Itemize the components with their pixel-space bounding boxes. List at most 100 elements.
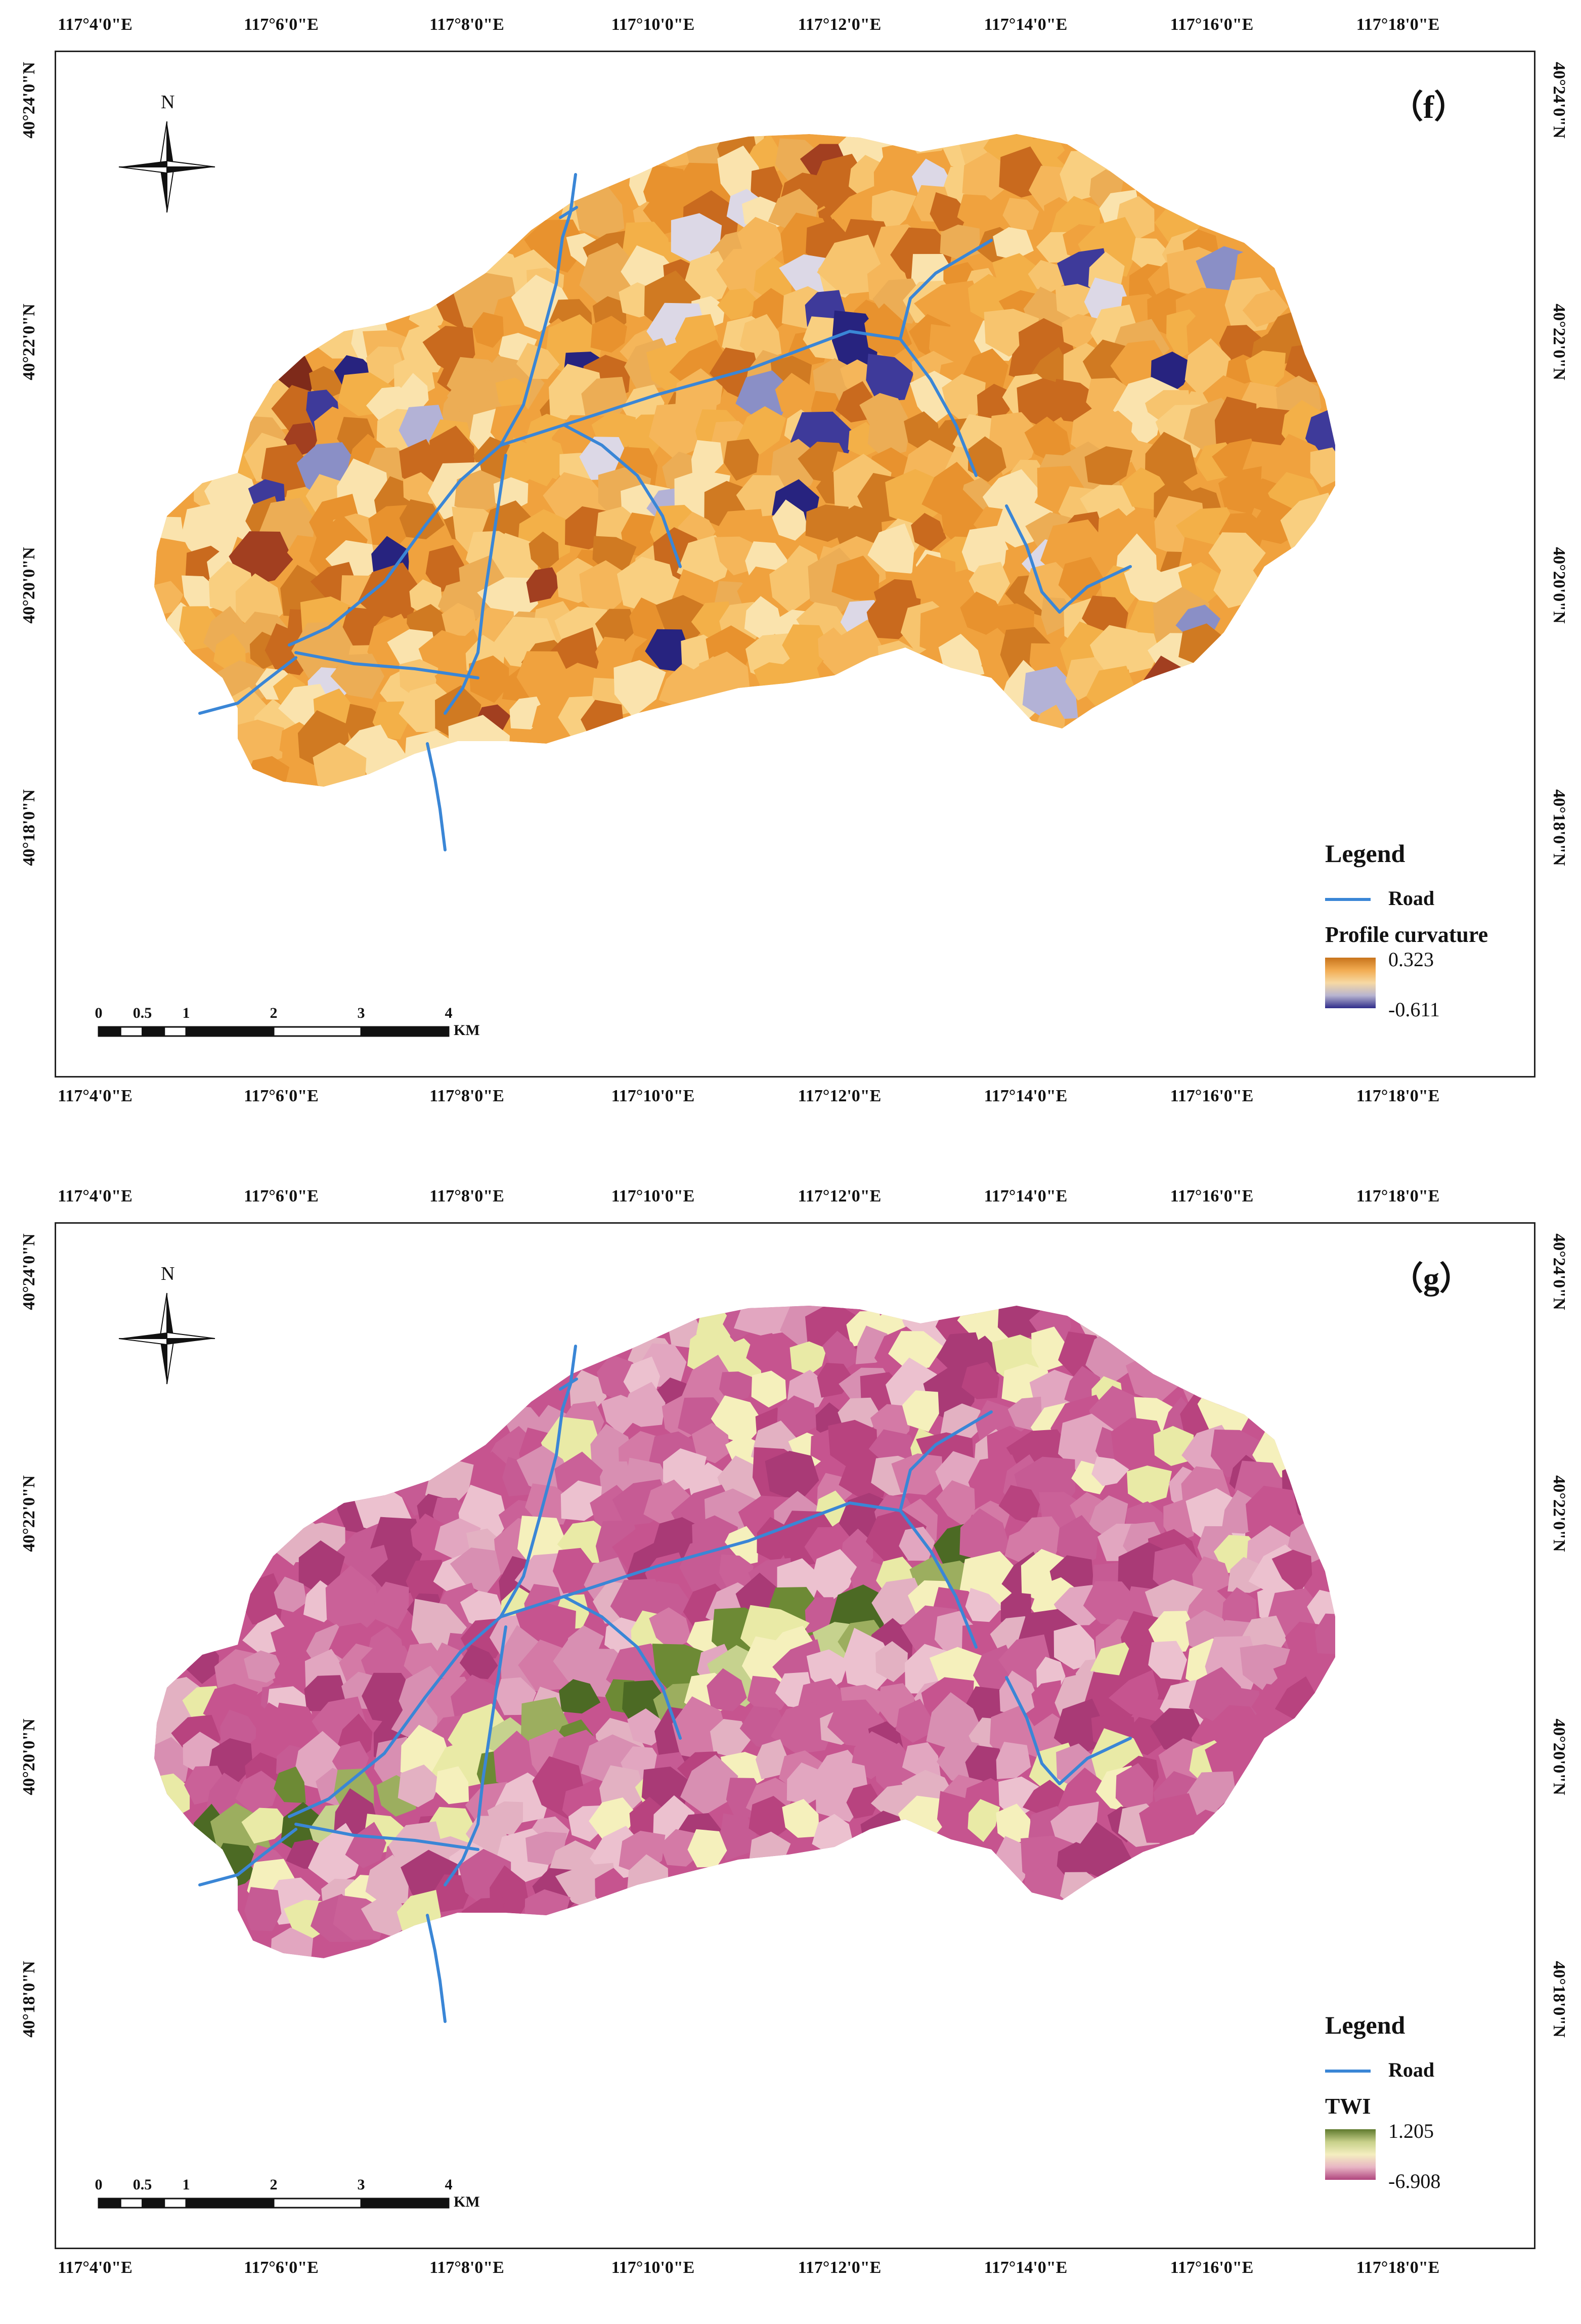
catchment-cell [996,1742,1031,1779]
legend-color-ramp [1325,2129,1376,2180]
longitude-label: 117°12'0"E [798,2258,882,2277]
road-line [899,239,993,340]
catchment-cell [182,1588,216,1622]
catchment-cell [724,439,759,481]
legend-color-ramp [1325,958,1376,1008]
catchment-cell [652,134,694,167]
longitude-label: 117°10'0"E [611,1087,695,1105]
catchment-cell [739,314,782,362]
catchment-cell [493,1917,537,1958]
catchment-cell [1316,1306,1335,1333]
catchment-cell [1277,134,1312,138]
longitude-label: 117°16'0"E [1170,2258,1254,2277]
catchment-cell [245,246,292,295]
catchment-cell [707,1668,747,1711]
scale-bar [98,1026,450,1037]
catchment-cell [272,253,331,314]
longitude-label: 117°4'0"E [58,1087,133,1105]
longitude-label: 117°6'0"E [244,15,319,34]
catchment-cell [940,225,981,260]
catchment-cell [274,1766,306,1803]
catchment-cell [847,1839,885,1873]
catchment-cell [864,303,912,359]
catchment-cell [968,1799,1000,1842]
scale-bar-tick-label: 0 [95,2176,103,2193]
catchment-cell [1031,1680,1062,1711]
catchment-cell [442,602,477,636]
catchment-cell [896,1699,931,1743]
catchment-cell [154,1517,161,1562]
catchment-cell [626,134,671,142]
catchment-cell [465,154,514,206]
catchment-cell [1350,1893,1400,1954]
scale-bar-tick-label: 2 [270,2176,278,2193]
catchment-cell [430,1360,473,1406]
map-panel-g: 117°4'0"E 117°4'0"E 117°6'0"E 117°6'0"E 117°… [0,1172,1581,2324]
catchment-cell [270,1927,314,1958]
legend-road-label: Road [1388,2058,1435,2081]
road-line [899,1410,993,1512]
catchment-cell [1212,1705,1263,1742]
catchment-cell [241,1807,290,1844]
scale-bar-tick-label: 0.5 [133,1005,152,1021]
north-arrow-icon [118,1293,215,1385]
longitude-label: 117°18'0"E [1356,1187,1440,1206]
longitude-label: 117°4'0"E [58,2258,133,2277]
scale-bar-tick-label: 4 [445,1005,453,1021]
longitude-label: 117°12'0"E [798,1187,882,1206]
catchment-cell [450,134,505,186]
legend-road-label: Road [1388,887,1435,910]
catchment-cell [900,134,957,154]
road-line [294,651,479,679]
catchment-cell [221,171,251,206]
catchment-cell [961,1362,1000,1399]
legend-max-label: 1.205 [1388,2120,1434,2142]
longitude-label: 117°18'0"E [1356,15,1440,34]
longitude-label: 117°14'0"E [984,1087,1068,1105]
catchment-cell [530,1310,567,1356]
panel-letter: （g） [1391,1261,1472,1297]
catchment-cell [208,1306,266,1358]
catchment-cell [745,728,793,780]
catchment-cell [487,1801,523,1836]
catchment-cell [154,1629,168,1692]
catchment-cell [899,1526,935,1561]
catchment-cell [240,1433,281,1473]
road-line [562,423,682,568]
catchment-cell [1095,1931,1144,1958]
catchment-cell [363,142,418,188]
catchment-cell [1245,1485,1300,1536]
road-line [559,1378,578,1391]
road-line [426,742,447,851]
catchment-cell [154,317,157,383]
longitude-label: 117°12'0"E [798,15,882,34]
longitude-label: 117°16'0"E [1170,1187,1254,1206]
longitude-label: 117°6'0"E [244,1087,319,1105]
scale-bar-tick-label: 0.5 [133,2176,152,2193]
catchment-cell [227,1357,287,1407]
catchment-cell [345,1822,386,1869]
catchment-cell [526,567,561,603]
catchment-cell [1030,745,1081,787]
catchment-cell [305,229,345,277]
catchment-cell [459,1645,498,1680]
catchment-cell [475,1451,511,1489]
longitude-label: 117°8'0"E [429,2258,504,2277]
catchment-cell [550,1306,618,1348]
catchment-cell [154,1580,206,1641]
catchment-cell [620,1382,666,1427]
catchment-cell [517,1916,564,1958]
road-line [499,1501,978,1649]
catchment-cell [1347,1418,1394,1466]
catchment-cell [176,1520,230,1567]
longitude-label: 117°14'0"E [984,15,1068,34]
catchment-cell [1333,480,1335,531]
longitude-label: 117°4'0"E [58,1187,133,1206]
catchment-cell [867,523,914,574]
catchment-cell [911,512,947,551]
catchment-cell [1148,1641,1187,1680]
catchment-cell [911,700,957,744]
catchment-cell [720,1813,757,1861]
catchment-cell [831,555,880,600]
catchment-cell [450,1547,501,1595]
